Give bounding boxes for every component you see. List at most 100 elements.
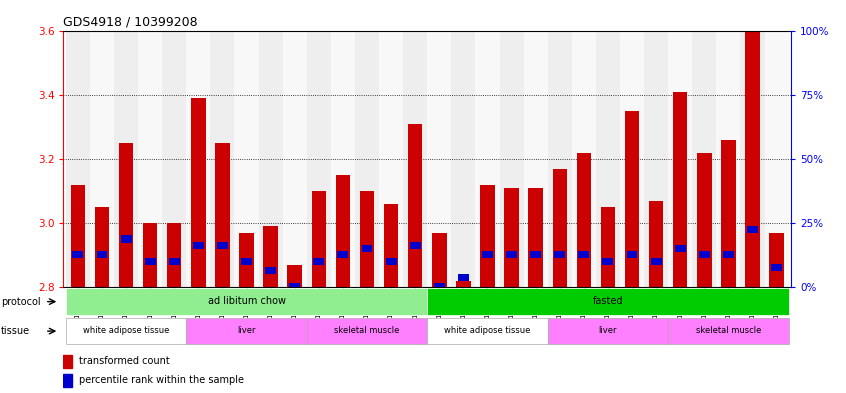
Bar: [289, 283, 300, 290]
Bar: [143, 223, 157, 287]
Bar: [162, 31, 186, 287]
Bar: [283, 31, 307, 287]
Bar: [186, 318, 307, 344]
Bar: [338, 252, 349, 259]
Bar: [547, 31, 572, 287]
Bar: [95, 207, 109, 287]
Bar: [451, 31, 475, 287]
Bar: [193, 242, 204, 249]
Bar: [504, 188, 519, 287]
Bar: [427, 288, 788, 315]
Bar: [191, 99, 206, 287]
Bar: [384, 204, 398, 287]
Bar: [458, 274, 469, 281]
Bar: [481, 185, 495, 287]
Bar: [723, 252, 733, 259]
Bar: [361, 245, 372, 252]
Text: white adipose tissue: white adipose tissue: [83, 326, 169, 335]
Text: tissue: tissue: [1, 326, 30, 336]
Text: white adipose tissue: white adipose tissue: [444, 326, 530, 335]
Bar: [96, 252, 107, 259]
Bar: [427, 31, 451, 287]
Bar: [307, 31, 331, 287]
Text: ad libitum chow: ad libitum chow: [207, 296, 286, 306]
Bar: [620, 31, 644, 287]
Bar: [215, 143, 229, 287]
Text: skeletal muscle: skeletal muscle: [334, 326, 399, 335]
Bar: [649, 201, 663, 287]
Bar: [602, 258, 613, 265]
Bar: [432, 233, 447, 287]
Bar: [66, 31, 90, 287]
Bar: [482, 252, 493, 259]
Bar: [118, 143, 134, 287]
Bar: [186, 31, 211, 287]
Bar: [644, 31, 668, 287]
Bar: [765, 31, 788, 287]
Bar: [73, 252, 83, 259]
Bar: [288, 264, 302, 287]
Bar: [475, 31, 499, 287]
Text: liver: liver: [599, 326, 618, 335]
Bar: [524, 31, 547, 287]
Bar: [138, 31, 162, 287]
Bar: [331, 31, 355, 287]
Text: percentile rank within the sample: percentile rank within the sample: [79, 375, 244, 385]
Bar: [601, 207, 615, 287]
Bar: [506, 252, 517, 259]
Bar: [717, 31, 740, 287]
Bar: [668, 31, 692, 287]
Bar: [379, 31, 404, 287]
Bar: [234, 31, 259, 287]
Bar: [409, 242, 420, 249]
Bar: [311, 191, 326, 287]
Bar: [241, 258, 252, 265]
Bar: [673, 92, 688, 287]
Text: liver: liver: [237, 326, 255, 335]
Bar: [697, 153, 711, 287]
Bar: [259, 31, 283, 287]
Bar: [456, 281, 470, 287]
Bar: [627, 252, 637, 259]
Bar: [747, 226, 758, 233]
Text: fasted: fasted: [593, 296, 624, 306]
Bar: [63, 373, 72, 387]
Bar: [355, 31, 379, 287]
Bar: [721, 140, 736, 287]
Text: skeletal muscle: skeletal muscle: [695, 326, 761, 335]
Bar: [554, 252, 565, 259]
Bar: [529, 188, 543, 287]
Bar: [90, 31, 114, 287]
Bar: [499, 31, 524, 287]
Bar: [265, 267, 276, 274]
Bar: [114, 31, 138, 287]
Bar: [596, 31, 620, 287]
Bar: [239, 233, 254, 287]
Bar: [668, 318, 788, 344]
Bar: [211, 31, 234, 287]
Bar: [772, 264, 782, 271]
Bar: [360, 191, 374, 287]
Bar: [572, 31, 596, 287]
Bar: [386, 258, 397, 265]
Bar: [699, 252, 710, 259]
Bar: [577, 153, 591, 287]
Bar: [547, 318, 668, 344]
Bar: [121, 235, 131, 242]
Bar: [145, 258, 156, 265]
Bar: [434, 283, 445, 290]
Bar: [651, 258, 662, 265]
Bar: [692, 31, 717, 287]
Bar: [63, 355, 72, 368]
Bar: [745, 31, 760, 287]
Bar: [769, 233, 783, 287]
Bar: [579, 252, 590, 259]
Bar: [675, 245, 685, 252]
Bar: [66, 288, 427, 315]
Bar: [552, 169, 567, 287]
Bar: [427, 318, 547, 344]
Bar: [71, 185, 85, 287]
Bar: [530, 252, 541, 259]
Bar: [408, 124, 422, 287]
Bar: [263, 226, 277, 287]
